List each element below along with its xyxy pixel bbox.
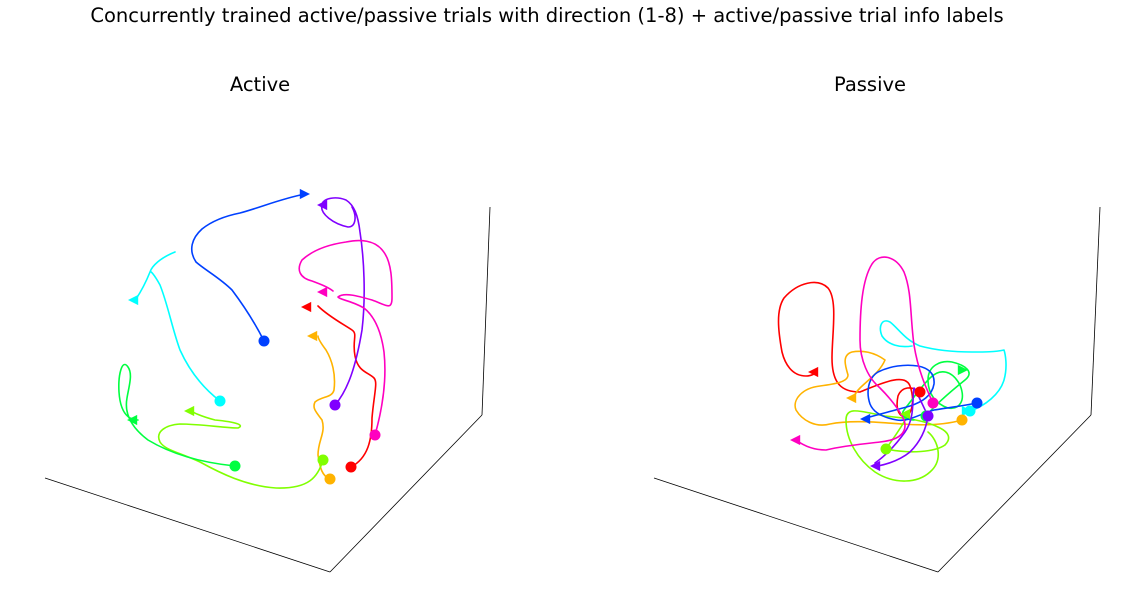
figure-title: Concurrently trained active/passive tria… <box>90 4 1004 27</box>
active-end-marker-direction-4 <box>127 414 138 426</box>
active-end-marker-direction-6 <box>299 188 310 200</box>
active-end-marker-direction-5 <box>128 294 139 306</box>
active-end-marker-direction-1 <box>301 301 312 313</box>
active-trajectory-direction-7 <box>320 197 365 406</box>
active-start-marker-direction-2 <box>324 473 336 485</box>
active-pane-edge-vertical <box>481 206 491 416</box>
active-trajectory-direction-8 <box>298 239 393 436</box>
active-trajectory-direction-5 <box>135 251 221 402</box>
active-end-marker-direction-2 <box>307 330 318 342</box>
passive-trajectory-direction-5 <box>879 320 1007 412</box>
active-pane-edge-bottom-left <box>44 477 331 573</box>
active-trajectory-direction-6 <box>190 193 306 342</box>
active-trajectory-direction-1 <box>317 305 377 468</box>
passive-end-marker-direction-6 <box>860 413 871 425</box>
passive-start-marker-direction-8 <box>927 397 939 409</box>
active-markers <box>127 188 381 485</box>
passive-pane-edges <box>653 206 1101 573</box>
passive-start-marker-direction-7 <box>922 410 934 422</box>
passive-end-marker-direction-2 <box>846 392 857 404</box>
passive-pane-edge-vertical <box>1090 206 1101 416</box>
active-start-marker-direction-4 <box>229 460 241 472</box>
passive-end-marker-direction-3 <box>900 408 911 420</box>
active-start-marker-direction-7 <box>329 399 341 411</box>
active-end-marker-direction-3 <box>184 405 195 417</box>
passive-pane-edge-bottom-right <box>937 414 1092 573</box>
active-trajectories <box>118 193 393 489</box>
passive-trajectory-direction-8 <box>795 256 934 451</box>
passive-panel-title: Passive <box>833 73 907 96</box>
active-start-marker-direction-5 <box>214 395 226 407</box>
passive-start-marker-direction-6 <box>971 397 983 409</box>
passive-markers <box>790 364 983 472</box>
passive-start-marker-direction-3 <box>880 443 892 455</box>
active-panel-title: Active <box>229 73 291 96</box>
passive-start-marker-direction-1 <box>914 386 926 398</box>
passive-start-marker-direction-2 <box>956 414 968 426</box>
passive-end-marker-direction-4 <box>957 364 968 376</box>
active-start-marker-direction-8 <box>369 429 381 441</box>
passive-end-marker-direction-7 <box>870 460 881 472</box>
active-pane-edge-bottom-right <box>329 414 483 573</box>
active-end-marker-direction-7 <box>317 199 328 211</box>
active-trajectory-direction-3 <box>158 410 324 489</box>
active-panel: Active <box>229 73 291 96</box>
active-start-marker-direction-1 <box>345 461 357 473</box>
active-end-marker-direction-8 <box>317 286 328 298</box>
active-pane-edges <box>44 206 491 573</box>
active-trajectory-direction-4 <box>118 363 236 467</box>
active-start-marker-direction-6 <box>258 335 270 347</box>
passive-end-marker-direction-8 <box>790 434 801 446</box>
passive-trajectory-direction-1 <box>777 281 921 418</box>
passive-start-marker-direction-5 <box>964 405 976 417</box>
passive-pane-edge-bottom-left <box>653 477 939 573</box>
active-start-marker-direction-3 <box>317 454 329 466</box>
active-trajectory-direction-2 <box>313 335 336 480</box>
passive-end-marker-direction-1 <box>808 366 819 378</box>
passive-trajectories <box>777 256 1007 482</box>
